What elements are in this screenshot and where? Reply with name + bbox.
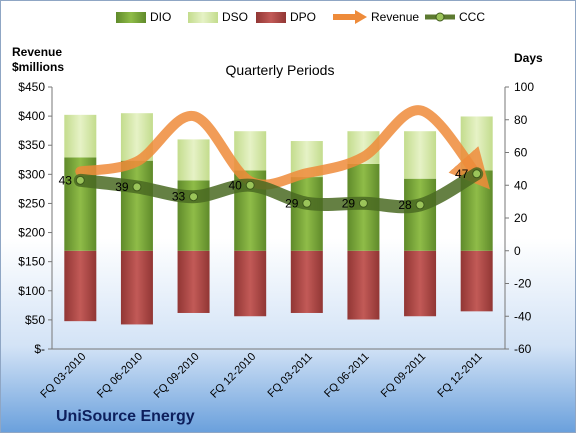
right-tick-label: -60	[514, 342, 532, 356]
bar-dso	[404, 131, 437, 179]
ccc-data-label: 47	[455, 167, 469, 181]
ccc-point	[415, 200, 425, 210]
legend-label: DPO	[290, 10, 316, 24]
ccc-data-label: 33	[172, 190, 186, 204]
ccc-data-label: 29	[342, 196, 356, 210]
left-tick-label: $250	[18, 196, 45, 210]
legend-arrow-revenue	[355, 10, 367, 24]
ccc-data-label: 39	[115, 180, 129, 194]
legend-swatch	[116, 12, 146, 23]
ccc-data-label: 28	[398, 198, 412, 212]
bar-dio	[120, 160, 153, 251]
left-axis-label-line1: Revenue	[12, 45, 62, 59]
ccc-point	[189, 192, 199, 202]
ccc-point	[302, 198, 312, 208]
bar-dio	[404, 178, 437, 251]
ccc-data-label: 29	[285, 196, 299, 210]
lines: 43 39 33 40 29 29 28 47	[59, 105, 490, 214]
right-tick-label: 40	[514, 178, 528, 192]
left-tick-label: $350	[18, 138, 45, 152]
chart-title: Quarterly Periods	[226, 62, 335, 78]
left-tick-label: $50	[25, 313, 45, 327]
right-axis-label: Days	[514, 51, 543, 65]
legend-label: DIO	[150, 10, 171, 24]
revenue-line	[75, 105, 490, 190]
bar-dso	[177, 139, 210, 181]
bar-dpo	[460, 250, 493, 312]
left-tick-label: $450	[18, 80, 45, 94]
left-tick-label: $100	[18, 284, 45, 298]
left-tick-label: $400	[18, 109, 45, 123]
bar-dpo	[347, 250, 380, 320]
right-tick-label: -40	[514, 309, 532, 323]
ccc-point	[472, 169, 482, 179]
bar-dio	[290, 177, 323, 251]
right-tick-label: 100	[514, 80, 534, 94]
right-tick-label: 60	[514, 146, 528, 160]
right-tick-label: -20	[514, 277, 532, 291]
bar-dpo	[120, 250, 153, 325]
bar-dpo	[290, 250, 323, 313]
legend-swatch	[256, 12, 286, 23]
left-tick-label: $-	[34, 342, 45, 356]
left-axis-ticks: $- $50 $100 $150 $200 $250 $300 $350 $400 $450	[18, 80, 52, 356]
ccc-data-label: 40	[229, 178, 243, 192]
bar-dpo	[177, 250, 210, 313]
left-tick-label: $300	[18, 167, 45, 181]
company-name: UniSource Energy	[56, 408, 195, 425]
legend: DIO DSO DPO Revenue CCC	[116, 10, 485, 24]
bar-dso	[64, 114, 97, 158]
legend-marker-ccc	[435, 12, 445, 22]
ccc-point	[245, 180, 255, 190]
ccc-point	[358, 198, 368, 208]
ccc-data-label: 43	[59, 173, 73, 187]
right-tick-label: 80	[514, 113, 528, 127]
legend-label: Revenue	[371, 10, 419, 24]
left-tick-label: $150	[18, 255, 45, 269]
legend-swatch	[188, 12, 218, 23]
bar-dpo	[234, 250, 267, 317]
ccc-point	[75, 175, 85, 185]
ccc-point	[132, 182, 142, 192]
right-axis-ticks: -60 -40 -20 0 20 40 60 80 100	[505, 80, 534, 356]
left-tick-label: $200	[18, 226, 45, 240]
legend-label: CCC	[459, 10, 485, 24]
right-tick-label: 20	[514, 211, 528, 225]
left-axis-label-line2: $millions	[12, 60, 64, 74]
bar-dpo	[64, 250, 97, 322]
legend-label: DSO	[222, 10, 248, 24]
right-tick-label: 0	[514, 244, 521, 258]
bar-dpo	[404, 250, 437, 317]
